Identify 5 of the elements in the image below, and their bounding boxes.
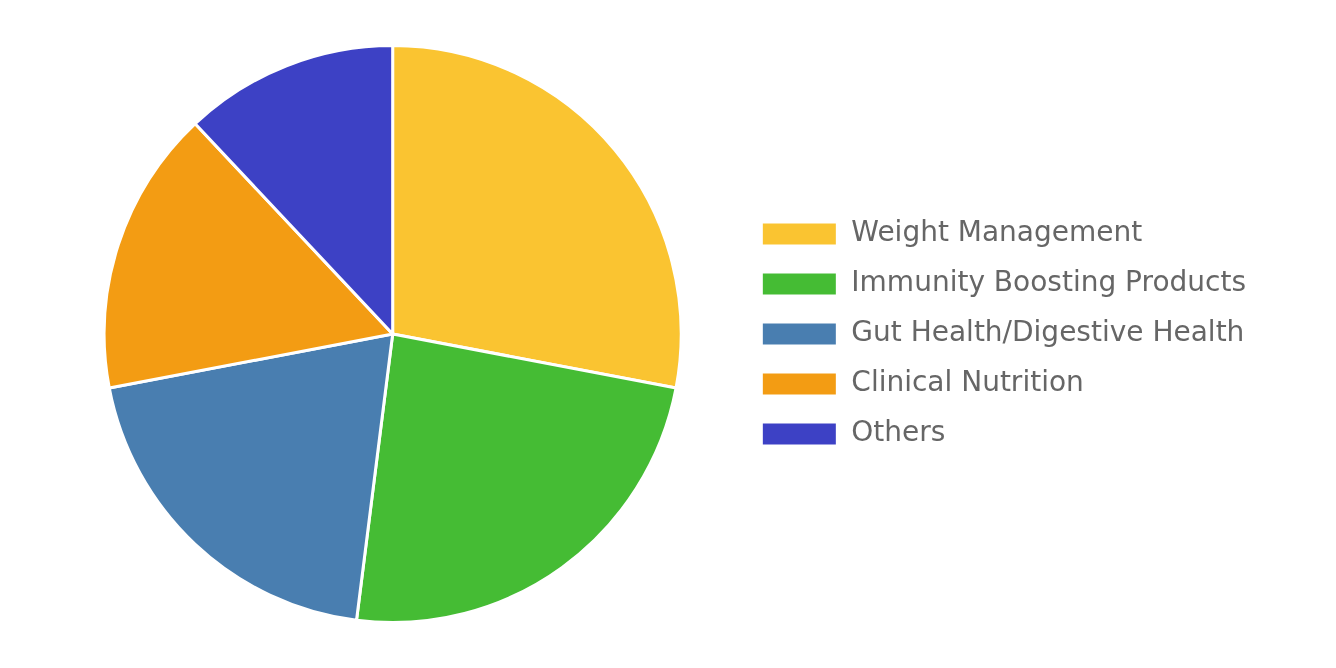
legend-label: Weight Management: [851, 215, 1143, 249]
legend-label: Clinical Nutrition: [851, 365, 1084, 399]
legend-label: Gut Health/Digestive Health: [851, 315, 1245, 349]
legend-label: Others: [851, 415, 946, 449]
legend-label: Immunity Boosting Products: [851, 265, 1247, 299]
